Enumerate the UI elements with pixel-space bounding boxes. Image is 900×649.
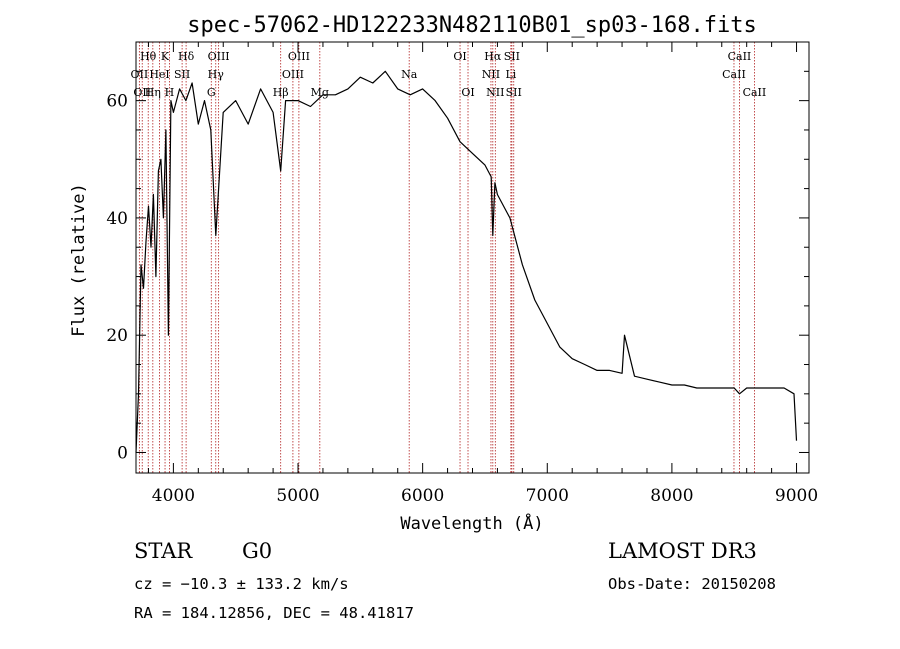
emission-line-label: Hη [145,86,161,99]
emission-line-label: Li [505,68,516,81]
emission-line-label: NII [486,86,504,99]
axis-ticks [136,42,809,473]
emission-line-label: G [207,86,216,99]
observation-date: Obs-Date: 20150208 [608,575,776,593]
y-tick-label: 40 [106,209,128,229]
emission-line-label: CaII [722,68,746,81]
emission-line-label: CaII [743,86,767,99]
emission-line-label: NII [482,68,500,81]
emission-line-label: Mg [311,86,329,99]
emission-line-label: SII [174,68,190,81]
spectrum-line [135,70,798,453]
x-tick-label: 6000 [401,486,444,506]
chart-title: spec-57062-HD122233N482110B01_sp03-168.f… [187,13,757,38]
emission-line-label: SII [506,86,522,99]
object-class: STAR [134,539,193,563]
emission-line-label: HeI [149,68,169,81]
emission-line-label: OIII [282,68,304,81]
y-axis-label: Flux (relative) [69,183,89,337]
y-tick-label: 0 [117,443,128,463]
x-axis-label: Wavelength (Å) [400,512,543,534]
x-tick-label: 9000 [775,486,818,506]
sky-coordinates: RA = 184.12856, DEC = 48.41817 [134,604,414,622]
y-tick-label: 20 [106,326,128,346]
x-tick-label: 7000 [526,486,569,506]
emission-line-label: Hδ [178,50,195,63]
axis-tick-labels: 4000 5000 6000 7000 8000 9000 0 20 40 60 [106,92,818,506]
x-tick-label: 4000 [152,486,195,506]
x-tick-label: 8000 [650,486,693,506]
emission-line-label: OIII [208,50,230,63]
emission-line-labels: OII OII Hθ Hη HeI K H SII Hδ G Hγ OIII Hβ OIII OIII Mg N… [131,50,767,99]
emission-lines [138,42,755,473]
emission-line-label: Hβ [273,86,289,99]
emission-line-label: H [165,86,175,99]
emission-line-label: OII [133,86,151,99]
emission-line-label: OI [461,86,474,99]
emission-line-label: K [161,50,170,63]
emission-line-label: Hθ [140,50,157,63]
emission-line-label: OIII [288,50,310,63]
object-subclass: G0 [242,539,273,563]
emission-line-label: OI [453,50,466,63]
y-tick-label: 60 [106,92,128,112]
emission-line-label: CaII [728,50,752,63]
emission-line-label: SII [504,50,520,63]
x-tick-label: 5000 [276,486,319,506]
emission-line-label: Hγ [208,68,225,81]
plot-frame [135,41,810,474]
survey-name: LAMOST DR3 [608,539,757,563]
emission-line-label: OII [131,68,149,81]
redshift-velocity: cz = −10.3 ± 133.2 km/s [134,575,349,593]
emission-line-label: Hα [484,50,502,63]
emission-line-label: Na [401,68,418,81]
